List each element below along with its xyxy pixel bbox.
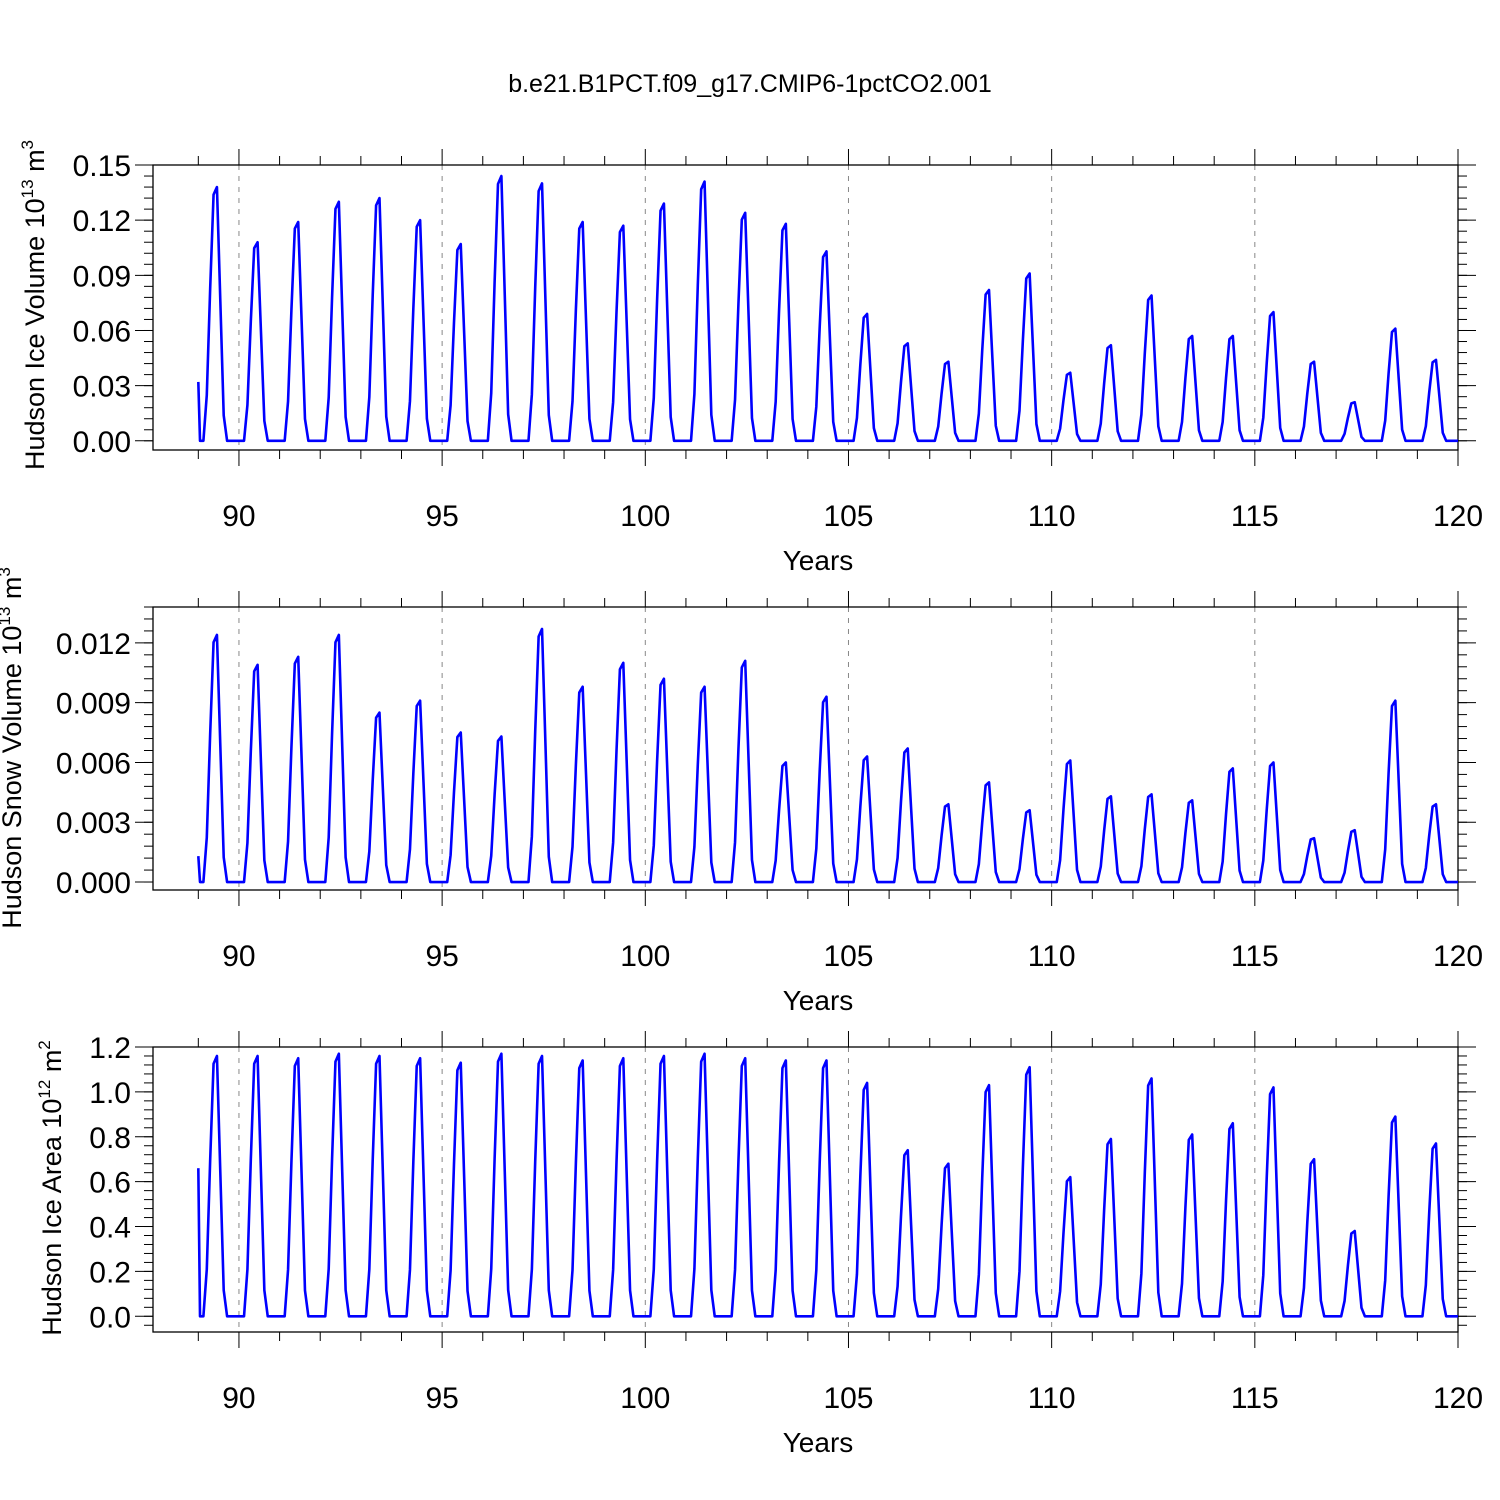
- plot-frame: [152, 1046, 1459, 1333]
- y-tick-label: 0.06: [73, 315, 131, 348]
- y-tick-label: 0.12: [73, 205, 131, 238]
- y-tick-label: 0.009: [56, 688, 131, 721]
- x-tick-label: 110: [1028, 940, 1076, 973]
- y-tick-label: 0.006: [56, 747, 131, 780]
- x-axis-label: Years: [783, 545, 854, 576]
- y-tick-label: 0.03: [73, 371, 131, 404]
- x-tick-label: 95: [425, 500, 458, 533]
- y-axis-label: Hudson Ice Volume 1013 m3: [18, 140, 50, 470]
- x-axis-label: Years: [783, 985, 854, 1016]
- x-tick-label: 115: [1231, 940, 1279, 973]
- series-line: [197, 1052, 1458, 1318]
- y-tick-label: 0.0: [89, 1301, 131, 1334]
- x-tick-label: 100: [620, 500, 670, 533]
- y-axis-label: Hudson Ice Area 1012 m2: [35, 1040, 67, 1336]
- y-tick-label: 0.00: [73, 426, 131, 459]
- figure-title: b.e21.B1PCT.f09_g17.CMIP6-1pctCO2.001: [508, 70, 992, 98]
- x-tick-label: 110: [1028, 1382, 1076, 1415]
- plot-frame: [152, 164, 1459, 451]
- y-tick-label: 0.000: [56, 867, 131, 900]
- y-tick-label: 0.8: [89, 1122, 131, 1155]
- series-line: [197, 174, 1458, 443]
- y-tick-label: 1.2: [89, 1032, 131, 1065]
- x-tick-label: 95: [425, 940, 458, 973]
- x-tick-label: 105: [823, 1382, 873, 1415]
- y-tick-label: 0.09: [73, 260, 131, 293]
- y-tick-label: 0.4: [89, 1212, 131, 1245]
- x-tick-label: 105: [823, 500, 873, 533]
- x-tick-label: 90: [222, 940, 255, 973]
- y-tick-label: 0.15: [73, 150, 131, 183]
- y-tick-label: 0.003: [56, 807, 131, 840]
- x-tick-label: 115: [1231, 1382, 1279, 1415]
- x-tick-label: 120: [1433, 940, 1483, 973]
- x-tick-label: 95: [425, 1382, 458, 1415]
- plot-frame: [152, 606, 1459, 891]
- x-axis-label: Years: [783, 1427, 854, 1458]
- x-tick-label: 100: [620, 1382, 670, 1415]
- series-line: [197, 627, 1458, 884]
- x-tick-label: 120: [1433, 1382, 1483, 1415]
- y-tick-label: 0.2: [89, 1256, 131, 1289]
- x-tick-label: 90: [222, 1382, 255, 1415]
- x-tick-label: 110: [1028, 500, 1076, 533]
- x-tick-label: 90: [222, 500, 255, 533]
- y-tick-label: 0.6: [89, 1167, 131, 1200]
- y-axis-label: Hudson Snow Volume 1013 m3: [0, 567, 27, 929]
- panel-ice-area: Hudson Ice Area 1012 m2 Years 90 95 100 105…: [35, 1031, 1483, 1458]
- x-tick-label: 100: [620, 940, 670, 973]
- panel-snow-volume: Hudson Snow Volume 1013 m3 Years 90 95 100…: [0, 567, 1483, 1016]
- x-tick-label: 120: [1433, 500, 1483, 533]
- panel-ice-volume: Hudson Ice Volume 1013 m3 Years 90 95 100 1…: [18, 140, 1483, 576]
- x-tick-label: 105: [823, 940, 873, 973]
- y-tick-label: 0.012: [56, 628, 131, 661]
- x-tick-label: 115: [1231, 500, 1279, 533]
- y-tick-label: 1.0: [89, 1077, 131, 1110]
